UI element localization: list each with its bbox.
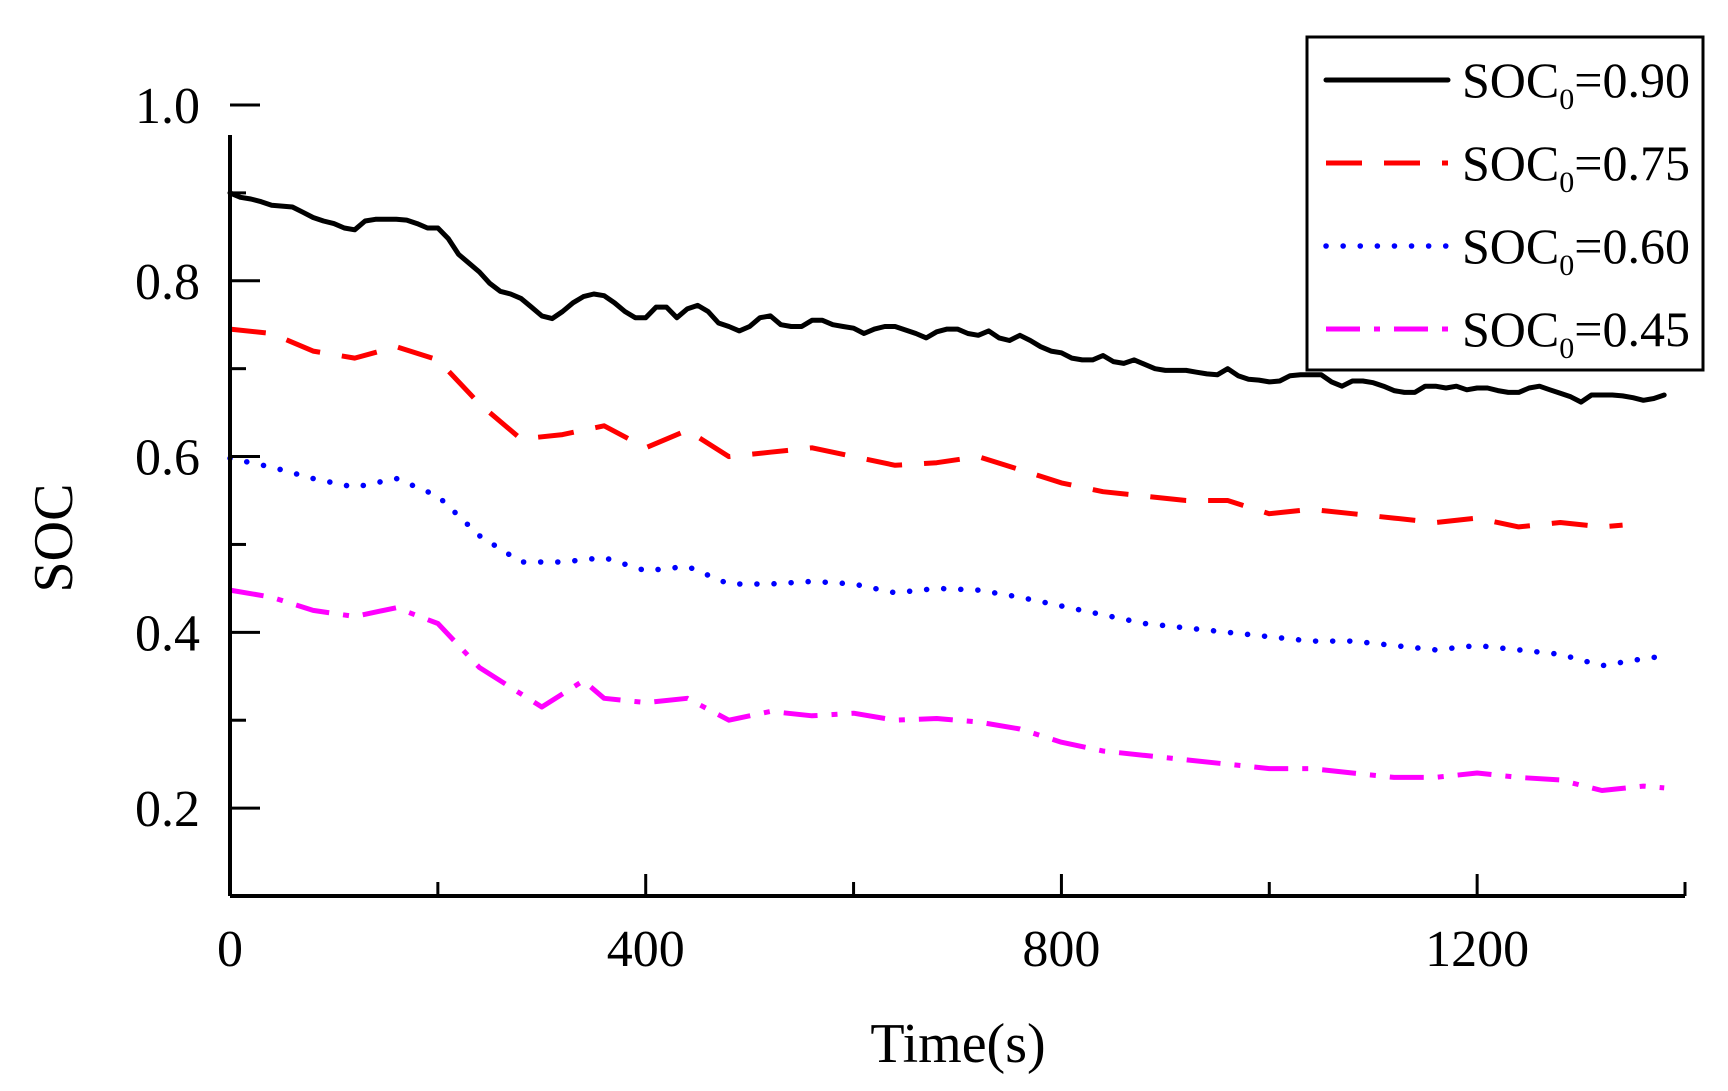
legend-label-suffix: =0.90: [1574, 52, 1690, 108]
legend-label-prefix: SOC: [1462, 301, 1559, 357]
x-tick-label: 1200: [1425, 921, 1529, 978]
legend-box: [1305, 35, 1705, 372]
legend-label-3: SOC0=0.60: [1462, 218, 1690, 282]
series-line-2: [229, 326, 1623, 530]
series-line-1: [227, 190, 1667, 405]
legend-label-prefix: SOC: [1462, 218, 1559, 274]
y-axis-title: SOC: [23, 484, 85, 593]
legend-label-suffix: =0.60: [1574, 218, 1690, 274]
legend-label-suffix: =0.75: [1574, 135, 1690, 191]
legend-label-prefix: SOC: [1462, 135, 1559, 191]
x-tick-label: 0: [217, 921, 243, 978]
series-layer: [227, 190, 1667, 793]
y-tick-label: 1.0: [135, 78, 200, 135]
axes-layer: 0 400 800 1200 0.2 0.4 0.6 0.8 1.0: [135, 78, 1687, 978]
legend-label-2: SOC0=0.75: [1462, 135, 1690, 199]
legend-label-1: SOC0=0.90: [1462, 52, 1690, 116]
x-axis-title: Time(s): [870, 1013, 1045, 1075]
y-tick-label: 0.8: [135, 254, 200, 311]
legend-label-subscript: 0: [1559, 249, 1574, 282]
x-tick-label: 400: [607, 921, 685, 978]
legend-label-subscript: 0: [1559, 166, 1574, 199]
legend-label-subscript: 0: [1559, 332, 1574, 365]
series-line-4: [229, 587, 1665, 793]
y-tick-label: 0.2: [135, 781, 200, 838]
y-tick-label: 0.4: [135, 605, 200, 662]
legend-label-prefix: SOC: [1462, 52, 1559, 108]
legend-label-suffix: =0.45: [1574, 301, 1690, 357]
legend-label-subscript: 0: [1559, 83, 1574, 116]
legend-label-4: SOC0=0.45: [1462, 301, 1690, 365]
x-tick-label: 800: [1022, 921, 1100, 978]
y-tick-label: 0.6: [135, 430, 200, 487]
